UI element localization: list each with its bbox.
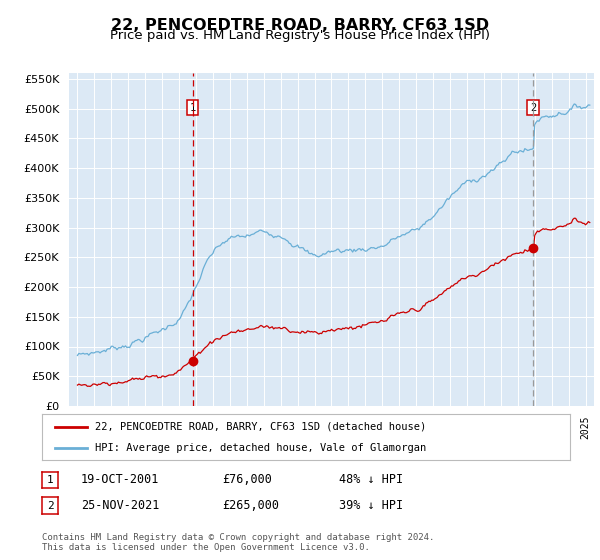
Text: This data is licensed under the Open Government Licence v3.0.: This data is licensed under the Open Gov…	[42, 543, 370, 552]
Text: £76,000: £76,000	[222, 473, 272, 487]
Text: 2: 2	[47, 501, 53, 511]
Text: £265,000: £265,000	[222, 499, 279, 512]
Text: Price paid vs. HM Land Registry's House Price Index (HPI): Price paid vs. HM Land Registry's House …	[110, 29, 490, 42]
Text: 22, PENCOEDTRE ROAD, BARRY, CF63 1SD: 22, PENCOEDTRE ROAD, BARRY, CF63 1SD	[111, 18, 489, 33]
Text: 48% ↓ HPI: 48% ↓ HPI	[339, 473, 403, 487]
Text: HPI: Average price, detached house, Vale of Glamorgan: HPI: Average price, detached house, Vale…	[95, 443, 426, 453]
Text: 1: 1	[47, 475, 53, 485]
Text: Contains HM Land Registry data © Crown copyright and database right 2024.: Contains HM Land Registry data © Crown c…	[42, 533, 434, 542]
Text: 2: 2	[530, 103, 536, 113]
Text: 25-NOV-2021: 25-NOV-2021	[81, 499, 160, 512]
Text: 22, PENCOEDTRE ROAD, BARRY, CF63 1SD (detached house): 22, PENCOEDTRE ROAD, BARRY, CF63 1SD (de…	[95, 422, 426, 432]
Text: 19-OCT-2001: 19-OCT-2001	[81, 473, 160, 487]
Text: 1: 1	[190, 103, 196, 113]
Text: 39% ↓ HPI: 39% ↓ HPI	[339, 499, 403, 512]
